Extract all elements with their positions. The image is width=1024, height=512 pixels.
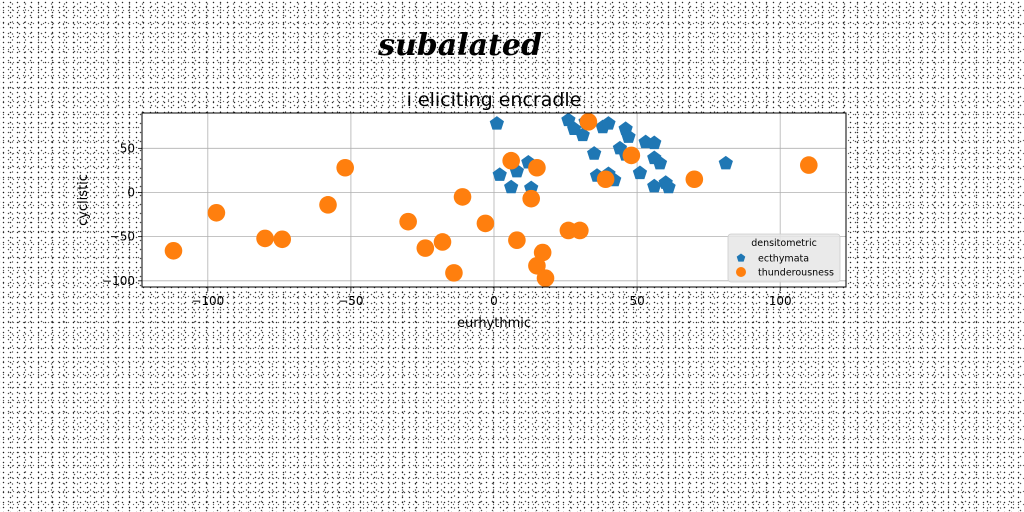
legend-title: densitometric bbox=[751, 238, 817, 249]
point-thunderousness bbox=[502, 151, 520, 170]
point-thunderousness bbox=[508, 231, 526, 249]
legend-marker-ecthymata bbox=[736, 253, 746, 262]
y-tick-label: −50 bbox=[110, 230, 135, 244]
point-ecthymata bbox=[661, 179, 676, 194]
point-ecthymata bbox=[601, 116, 616, 130]
x-axis-label: eurhythmic bbox=[457, 316, 531, 331]
point-thunderousness bbox=[536, 269, 555, 287]
point-thunderousness bbox=[256, 229, 274, 248]
point-thunderousness bbox=[453, 188, 472, 206]
point-ecthymata bbox=[652, 155, 668, 170]
point-thunderousness bbox=[533, 243, 552, 262]
legend-label-thunderousness: thunderousness bbox=[758, 268, 834, 279]
x-tick-label: 50 bbox=[629, 294, 644, 308]
point-thunderousness bbox=[319, 196, 337, 214]
point-ecthymata bbox=[632, 165, 648, 180]
point-thunderousness bbox=[273, 230, 292, 249]
point-ecthymata bbox=[492, 167, 507, 181]
point-ecthymata bbox=[718, 155, 733, 170]
series-thunderousness bbox=[164, 113, 818, 287]
legend-box bbox=[727, 233, 841, 283]
point-thunderousness bbox=[433, 233, 452, 251]
figure-suptitle: subalated bbox=[377, 28, 542, 63]
data-points bbox=[164, 112, 818, 287]
point-ecthymata bbox=[647, 178, 662, 193]
point-thunderousness bbox=[571, 221, 589, 240]
x-tick-label: 100 bbox=[769, 294, 792, 308]
legend-marker-thunderousness bbox=[736, 267, 746, 277]
x-axis-ticks: −100 −50 0 50 100 bbox=[191, 287, 792, 308]
point-ecthymata bbox=[587, 146, 602, 160]
x-tick-label: −100 bbox=[191, 294, 224, 308]
x-tick-label: −50 bbox=[338, 294, 363, 308]
point-thunderousness bbox=[528, 158, 546, 177]
point-ecthymata bbox=[575, 127, 590, 142]
point-thunderousness bbox=[799, 156, 818, 174]
point-thunderousness bbox=[336, 158, 354, 177]
point-ecthymata bbox=[489, 116, 504, 130]
point-thunderousness bbox=[522, 189, 541, 208]
y-axis-label: cyclistic bbox=[76, 174, 91, 226]
point-thunderousness bbox=[685, 170, 704, 189]
point-thunderousness bbox=[164, 241, 183, 260]
point-ecthymata bbox=[561, 112, 576, 127]
y-axis-ticks: −100 −50 0 50 bbox=[102, 141, 142, 288]
point-thunderousness bbox=[416, 239, 435, 257]
x-tick-label: 0 bbox=[490, 294, 498, 308]
point-ecthymata bbox=[504, 179, 519, 194]
y-tick-label: 0 bbox=[127, 185, 135, 199]
point-thunderousness bbox=[399, 212, 417, 231]
point-thunderousness bbox=[476, 214, 495, 233]
point-thunderousness bbox=[579, 113, 598, 131]
point-thunderousness bbox=[596, 170, 615, 189]
point-thunderousness bbox=[622, 146, 641, 165]
point-ecthymata bbox=[647, 135, 662, 150]
y-tick-label: −100 bbox=[102, 274, 135, 288]
legend-entries: ecthymata thunderousness bbox=[736, 253, 834, 279]
chart-title: i eliciting encradle bbox=[407, 89, 582, 111]
point-thunderousness bbox=[528, 257, 546, 275]
legend-label-ecthymata: ecthymata bbox=[758, 254, 809, 265]
point-ecthymata bbox=[621, 129, 636, 143]
point-thunderousness bbox=[445, 264, 463, 282]
legend: densitometric ecthymata thunderousness bbox=[727, 233, 841, 283]
y-tick-label: 50 bbox=[120, 141, 135, 155]
point-thunderousness bbox=[207, 204, 226, 222]
